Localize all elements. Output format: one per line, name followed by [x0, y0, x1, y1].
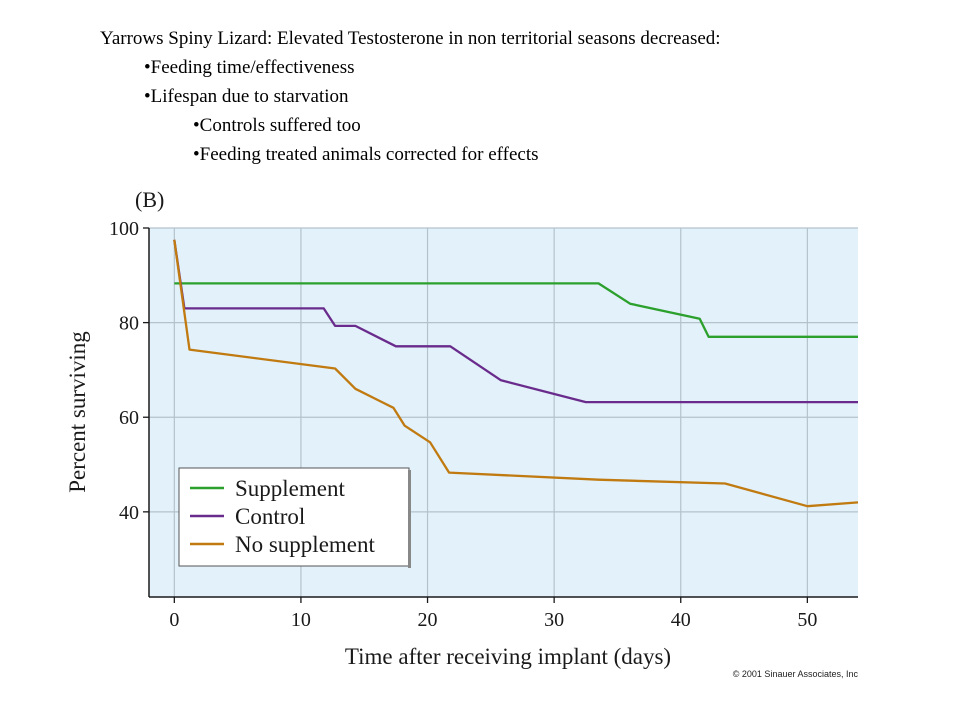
y-tick-label: 60 — [119, 407, 139, 429]
x-tick-label: 20 — [418, 609, 438, 631]
x-tick-label: 30 — [544, 609, 564, 631]
legend-label-control: Control — [235, 504, 305, 529]
y-tick-label: 80 — [119, 313, 139, 335]
bullet-feeding-treated: •Feeding treated animals corrected for e… — [193, 144, 539, 165]
x-tick-label: 0 — [169, 609, 179, 631]
x-tick-label: 40 — [671, 609, 691, 631]
tick-marks: 0 10 20 30 40 50 40 60 80 100 — [109, 218, 817, 631]
slide-text: Yarrows Spiny Lizard: Elevated Testoster… — [100, 24, 860, 169]
series-lines — [173, 239, 859, 508]
x-tick-label: 10 — [291, 609, 311, 631]
x-tick-label: 50 — [797, 609, 817, 631]
bullet-feeding: •Feeding time/effectiveness — [144, 57, 355, 78]
y-tick-label: 100 — [109, 218, 139, 240]
copyright-credit: © 2001 Sinauer Associates, Inc — [733, 669, 859, 679]
bullet-controls: •Controls suffered too — [193, 115, 361, 136]
y-axis-label: Percent surviving — [65, 331, 90, 493]
series-line-no-supplement — [173, 239, 859, 508]
x-axis-label: Time after receiving implant (days) — [345, 644, 671, 669]
legend-label-supplement: Supplement — [235, 476, 345, 501]
series-line-supplement — [174, 282, 858, 338]
legend-label-no-supplement: No supplement — [235, 532, 376, 557]
legend: Supplement Control No supplement — [190, 476, 376, 557]
series-line-control — [173, 239, 858, 404]
bullet-lifespan: •Lifespan due to starvation — [144, 86, 349, 107]
panel-label: (B) — [135, 187, 164, 212]
y-tick-label: 40 — [119, 502, 139, 524]
slide-title: Yarrows Spiny Lizard: Elevated Testoster… — [100, 28, 721, 49]
legend-shadow — [408, 470, 411, 568]
